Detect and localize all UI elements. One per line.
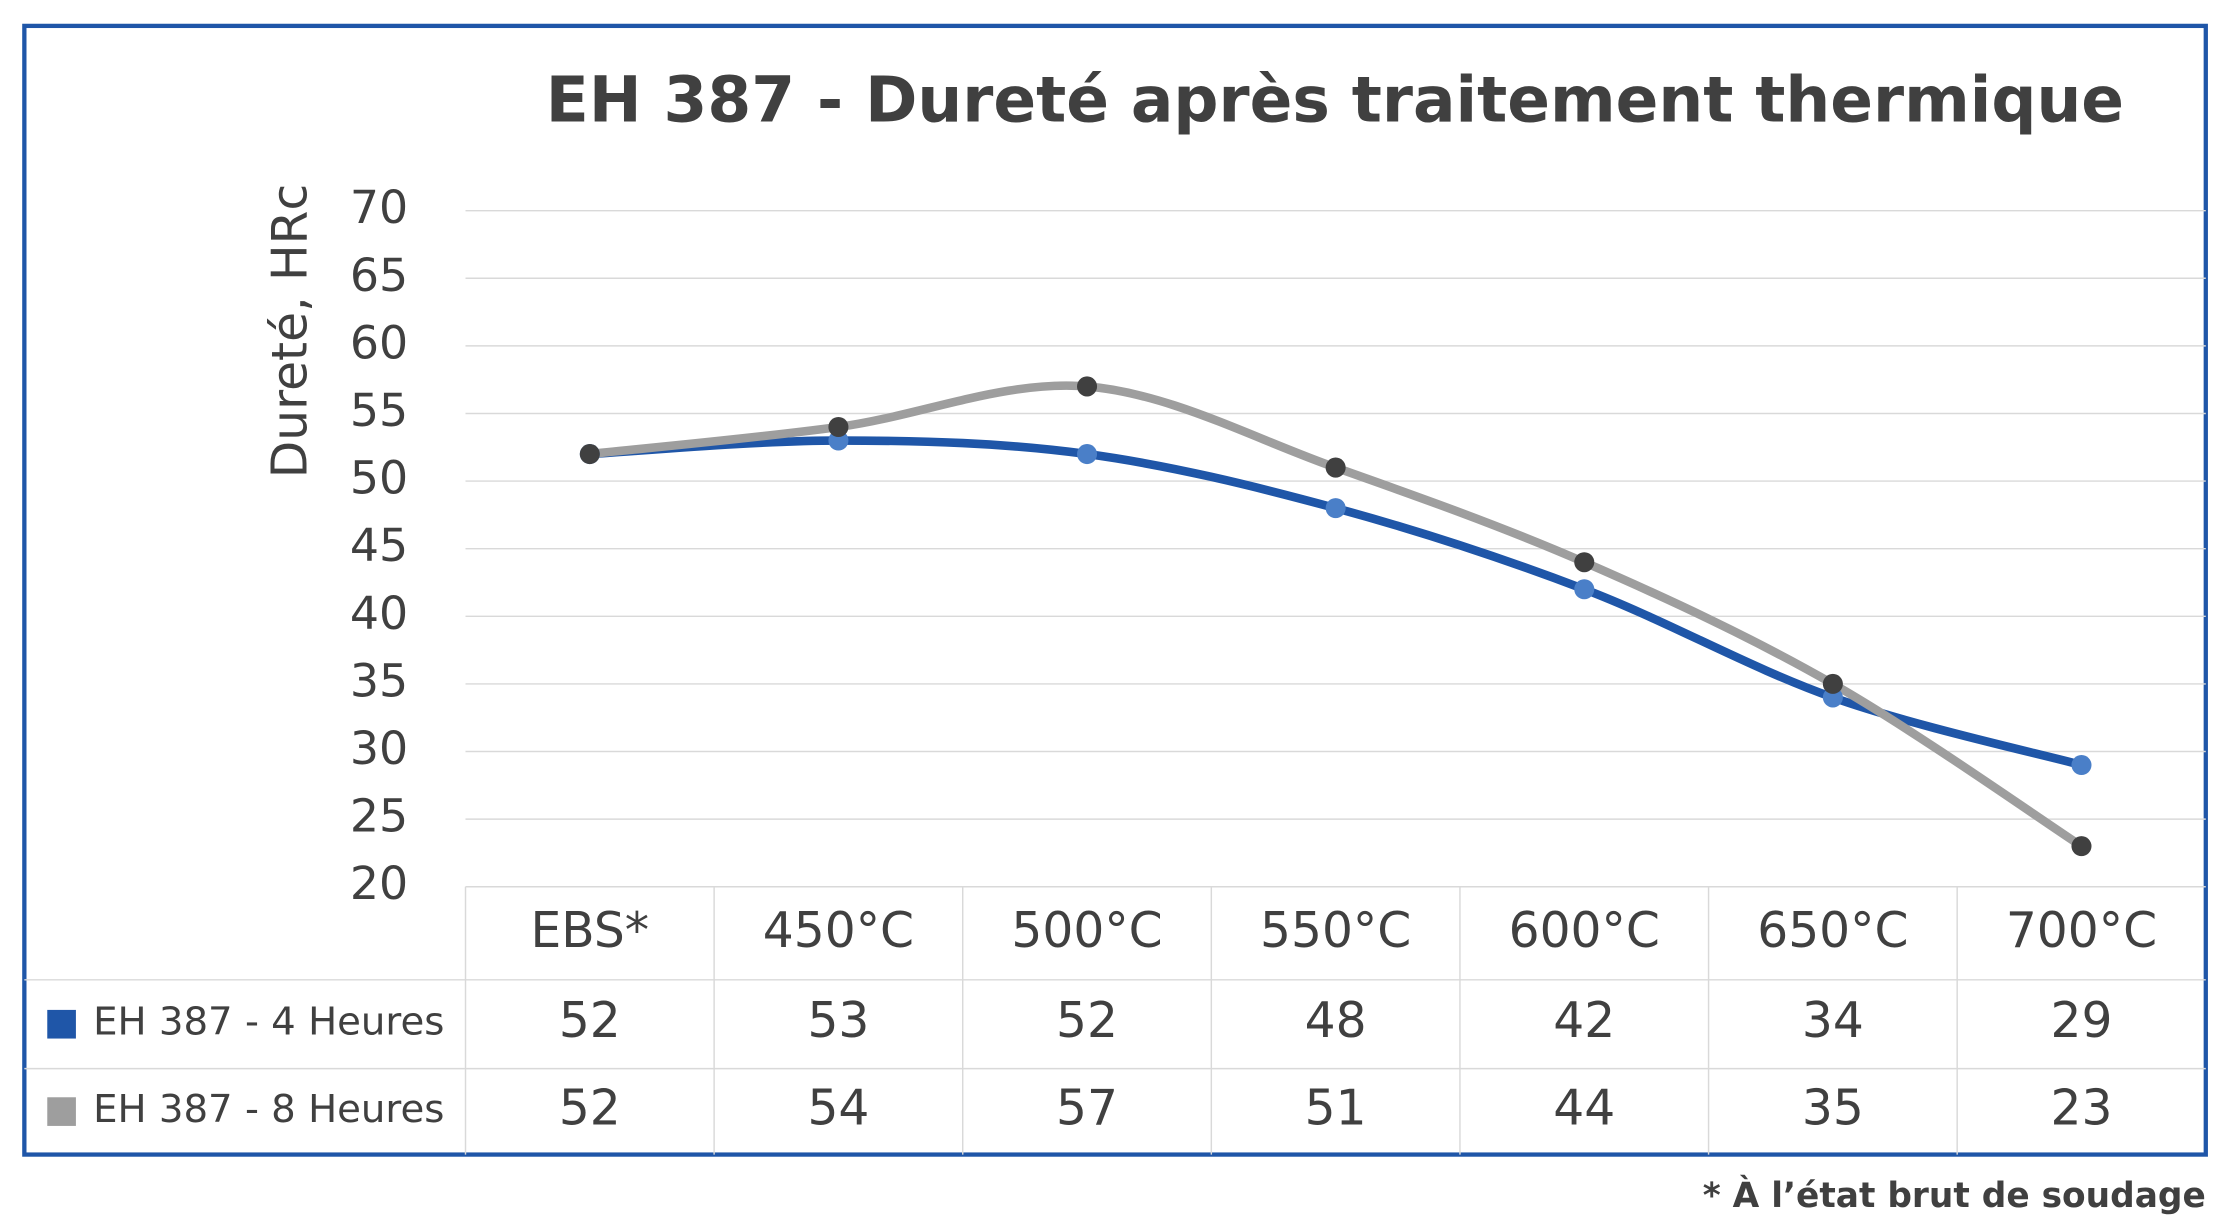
table-value: 42	[1553, 993, 1615, 1049]
legend-swatch	[47, 1009, 76, 1039]
data-point	[1822, 673, 1843, 694]
x-tick-label: 450°C	[763, 903, 914, 959]
table-value: 51	[1305, 1081, 1367, 1137]
chart-border	[22, 23, 2208, 1157]
x-tick-label: 500°C	[1011, 903, 1162, 959]
legend-label: EH 387 - 4 Heures	[93, 1000, 444, 1045]
table-value: 48	[1305, 993, 1367, 1049]
y-tick-label: 70	[350, 180, 408, 234]
table-value: 35	[1802, 1081, 1864, 1137]
x-tick-label: 650°C	[1757, 903, 1908, 959]
y-tick-label: 45	[350, 518, 408, 572]
table-value: 52	[559, 1081, 621, 1137]
y-tick-label: 25	[350, 789, 408, 843]
data-point	[1325, 457, 1346, 478]
data-point	[2071, 836, 2092, 857]
legend-swatch	[47, 1097, 76, 1126]
table-value: 57	[1056, 1081, 1118, 1137]
chart-title: EH 387 - Dureté après traitement thermiq…	[546, 64, 2124, 137]
data-point	[828, 416, 849, 438]
data-point	[1325, 498, 1346, 519]
y-tick-label: 20	[350, 856, 408, 910]
y-tick-label: 50	[350, 451, 408, 505]
footnote: * À l’état brut de soudage	[1703, 1175, 2206, 1216]
data-point	[1077, 444, 1098, 465]
data-point	[1574, 579, 1595, 600]
table-value: 52	[1056, 993, 1118, 1049]
table-value: 34	[1802, 993, 1864, 1049]
table-value: 52	[559, 993, 621, 1049]
data-point	[1574, 552, 1595, 573]
data-point	[1077, 376, 1098, 397]
table-value: 29	[2051, 993, 2113, 1049]
table-value: 53	[807, 993, 869, 1049]
y-tick-label: 60	[350, 315, 408, 369]
legend-label: EH 387 - 8 Heures	[93, 1087, 444, 1132]
x-tick-label: EBS*	[531, 903, 650, 959]
data-point	[579, 444, 600, 465]
x-tick-label: 700°C	[2006, 903, 2157, 959]
table-value: 44	[1553, 1081, 1615, 1137]
x-tick-label: 550°C	[1260, 903, 1411, 959]
table-value: 23	[2051, 1081, 2113, 1137]
y-tick-label: 35	[350, 653, 408, 707]
y-tick-label: 30	[350, 721, 408, 775]
x-tick-label: 600°C	[1509, 903, 1660, 959]
y-tick-label: 55	[350, 383, 408, 437]
y-tick-label: 65	[350, 248, 408, 302]
data-point	[2071, 755, 2092, 776]
y-tick-label: 40	[350, 586, 408, 640]
table-value: 54	[807, 1081, 869, 1137]
y-axis-label: Dureté, HRc	[263, 184, 319, 478]
